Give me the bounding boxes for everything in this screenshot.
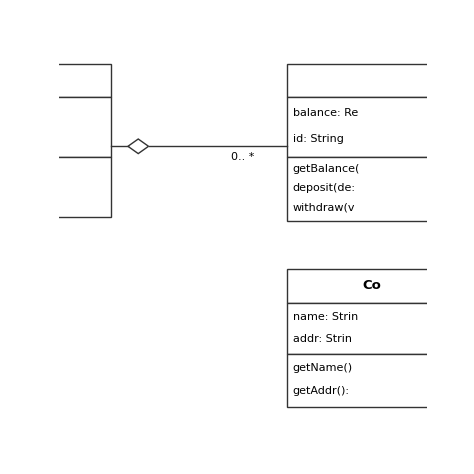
Text: name: Strin: name: Strin: [292, 311, 358, 321]
Bar: [30, 157, 111, 218]
Text: Co: Co: [362, 279, 381, 292]
Bar: [287, 157, 456, 221]
Text: deposit(de:: deposit(de:: [292, 183, 356, 193]
Text: 0.. *: 0.. *: [231, 152, 255, 162]
Bar: [287, 64, 456, 97]
Text: id: String: id: String: [292, 134, 343, 144]
Bar: [287, 355, 456, 407]
Text: addr: Strin: addr: Strin: [292, 334, 352, 344]
Bar: [30, 64, 111, 97]
Text: withdraw(v: withdraw(v: [292, 202, 355, 212]
Bar: [287, 97, 456, 157]
Text: getBalance(: getBalance(: [292, 164, 360, 174]
Text: balance: Re: balance: Re: [292, 108, 358, 118]
Bar: [30, 97, 111, 157]
Text: getName(): getName(): [292, 363, 353, 373]
Text: getAddr():: getAddr():: [292, 386, 349, 396]
Bar: [287, 269, 456, 303]
Bar: [287, 303, 456, 355]
